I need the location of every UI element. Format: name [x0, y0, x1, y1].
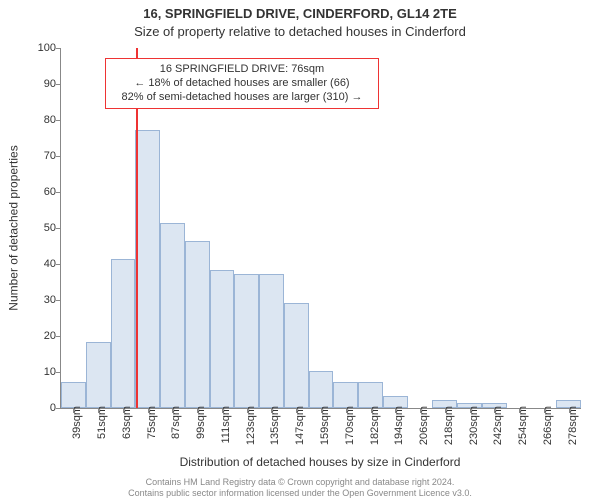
y-tick-mark [56, 336, 61, 337]
x-tick-mark [296, 408, 297, 413]
chart-title-address: 16, SPRINGFIELD DRIVE, CINDERFORD, GL14 … [0, 6, 600, 21]
y-tick-mark [56, 264, 61, 265]
histogram-bar [185, 241, 210, 408]
y-tick-label: 40 [26, 258, 56, 270]
y-tick-mark [56, 408, 61, 409]
annotation-box: 16 SPRINGFIELD DRIVE: 76sqm← 18% of deta… [105, 58, 379, 109]
y-axis-label: Number of detached properties [7, 145, 21, 310]
y-tick-mark [56, 300, 61, 301]
histogram-bar [111, 259, 136, 408]
x-tick-mark [247, 408, 248, 413]
y-tick-label: 50 [26, 222, 56, 234]
plot-area: 010203040506070809010039sqm51sqm63sqm75s… [60, 48, 581, 409]
histogram-bar [61, 382, 86, 408]
x-tick-mark [123, 408, 124, 413]
y-tick-label: 80 [26, 114, 56, 126]
x-tick-mark [420, 408, 421, 413]
y-tick-label: 30 [26, 294, 56, 306]
y-tick-label: 60 [26, 186, 56, 198]
y-tick-label: 70 [26, 150, 56, 162]
footer-line2: Contains public sector information licen… [0, 488, 600, 498]
annotation-line: 16 SPRINGFIELD DRIVE: 76sqm [112, 63, 372, 77]
y-tick-mark [56, 120, 61, 121]
x-tick-mark [222, 408, 223, 413]
y-tick-mark [56, 372, 61, 373]
histogram-bar [333, 382, 358, 408]
annotation-line: 82% of semi-detached houses are larger (… [112, 91, 372, 105]
x-tick-mark [321, 408, 322, 413]
histogram-bar [135, 130, 160, 408]
y-tick-mark [56, 84, 61, 85]
x-axis-label: Distribution of detached houses by size … [60, 455, 580, 469]
y-tick-label: 20 [26, 330, 56, 342]
y-tick-mark [56, 228, 61, 229]
y-tick-label: 10 [26, 366, 56, 378]
y-tick-label: 100 [26, 42, 56, 54]
x-tick-mark [445, 408, 446, 413]
histogram-bar [358, 382, 383, 408]
y-tick-mark [56, 192, 61, 193]
x-tick-mark [148, 408, 149, 413]
chart-container: 16, SPRINGFIELD DRIVE, CINDERFORD, GL14 … [0, 0, 600, 500]
x-tick-mark [371, 408, 372, 413]
y-tick-mark [56, 48, 61, 49]
x-tick-mark [73, 408, 74, 413]
x-tick-mark [569, 408, 570, 413]
y-axis-label-wrap: Number of detached properties [6, 48, 22, 408]
y-tick-mark [56, 156, 61, 157]
footer-attribution: Contains HM Land Registry data © Crown c… [0, 477, 600, 498]
histogram-bar [160, 223, 185, 408]
annotation-line: ← 18% of detached houses are smaller (66… [112, 77, 372, 91]
y-tick-label: 0 [26, 402, 56, 414]
histogram-bar [284, 303, 309, 408]
histogram-bar [210, 270, 235, 408]
histogram-bar [86, 342, 111, 408]
x-tick-mark [346, 408, 347, 413]
footer-line1: Contains HM Land Registry data © Crown c… [0, 477, 600, 487]
x-tick-mark [395, 408, 396, 413]
histogram-bar [234, 274, 259, 408]
x-tick-mark [494, 408, 495, 413]
x-tick-mark [172, 408, 173, 413]
chart-title-subtitle: Size of property relative to detached ho… [0, 24, 600, 39]
x-tick-mark [197, 408, 198, 413]
x-tick-mark [470, 408, 471, 413]
x-tick-mark [98, 408, 99, 413]
x-tick-mark [544, 408, 545, 413]
histogram-bar [259, 274, 284, 408]
x-tick-mark [271, 408, 272, 413]
histogram-bar [309, 371, 334, 408]
x-tick-mark [519, 408, 520, 413]
plot-area-wrap: 010203040506070809010039sqm51sqm63sqm75s… [60, 48, 580, 408]
y-tick-label: 90 [26, 78, 56, 90]
